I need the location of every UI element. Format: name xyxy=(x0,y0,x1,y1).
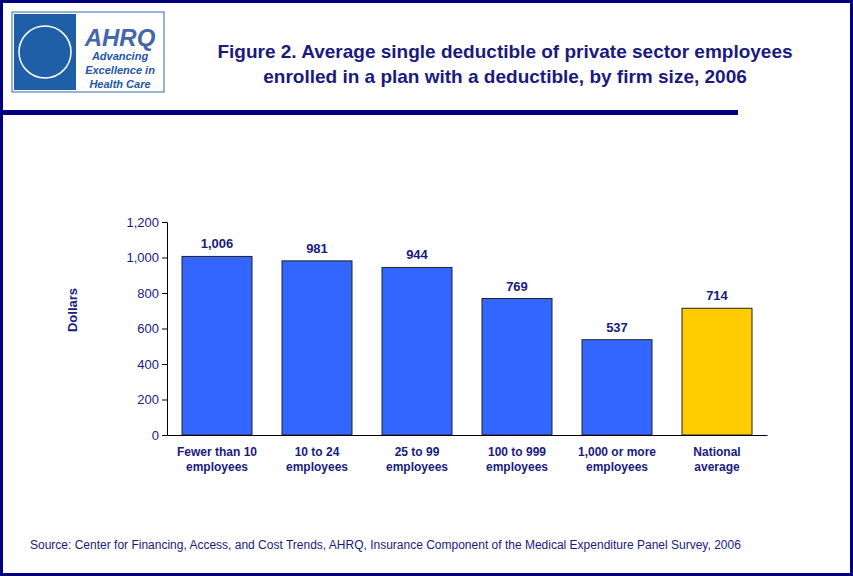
bar xyxy=(382,267,452,435)
x-tick: 1,000 or moreemployees xyxy=(578,435,656,474)
x-axis: Fewer than 10employees 10 to 24employees 2… xyxy=(168,435,768,474)
y-tick-mark xyxy=(162,222,167,223)
x-tick-label: 1,000 or moreemployees xyxy=(578,445,656,474)
y-tick: 1,000 xyxy=(126,250,167,265)
y-tick-label: 400 xyxy=(137,357,159,372)
y-tick: 400 xyxy=(137,357,167,372)
x-tick: Nationalaverage xyxy=(693,435,740,474)
y-tick: 200 xyxy=(137,392,167,407)
y-tick-mark xyxy=(162,258,167,259)
logo-title: AHRQ xyxy=(84,24,156,51)
bar xyxy=(182,256,252,435)
x-tick-label: 25 to 99employees xyxy=(386,445,448,474)
data-label: 1,006 xyxy=(201,236,234,251)
logo-tagline: Advancing xyxy=(91,50,149,62)
logo: AHRQAdvancing Excellence in Health Care xyxy=(12,12,164,92)
x-tick: 25 to 99employees xyxy=(386,435,448,474)
y-tick-mark xyxy=(162,329,167,330)
x-tick-label: 10 to 24employees xyxy=(286,445,348,474)
logo-tagline: Health Care xyxy=(89,78,150,90)
y-tick-label: 0 xyxy=(152,428,159,443)
logo-box xyxy=(12,12,164,92)
bars xyxy=(182,256,752,435)
x-tick-label: Fewer than 10employees xyxy=(177,445,257,474)
bar xyxy=(282,261,352,435)
title: enrolled in a plan with a deductible, by… xyxy=(263,66,747,87)
x-tick: Fewer than 10employees xyxy=(177,435,257,474)
x-tick-label: Nationalaverage xyxy=(693,445,740,474)
y-tick-mark xyxy=(162,400,167,401)
y-tick: 0 xyxy=(152,428,167,443)
y-axis-line xyxy=(162,223,168,436)
y-tick-label: 800 xyxy=(137,286,159,301)
y-tick-label: 600 xyxy=(137,321,159,336)
y-tick-label: 200 xyxy=(137,392,159,407)
data-label: 537 xyxy=(606,320,628,335)
data-label: 944 xyxy=(406,247,428,262)
bar xyxy=(582,340,652,435)
logo-tagline: Excellence in xyxy=(85,64,155,76)
data-label: 769 xyxy=(506,279,528,294)
x-tick-label: 100 to 999employees xyxy=(486,445,548,474)
x-tick: 10 to 24employees xyxy=(286,435,348,474)
frame xyxy=(2,2,852,575)
y-tick-label: 1,000 xyxy=(126,250,159,265)
header-rule xyxy=(0,110,738,115)
y-tick: 800 xyxy=(137,286,167,301)
y-tick: 600 xyxy=(137,321,167,336)
y-tick-label: 1,200 xyxy=(126,215,159,230)
y-tick-mark xyxy=(162,435,167,436)
title: Figure 2. Average single deductible of p… xyxy=(217,41,792,62)
y-axis-title: Dollars xyxy=(65,288,80,332)
logo-seal xyxy=(14,14,76,90)
bar xyxy=(682,308,752,435)
data-label: 714 xyxy=(706,288,728,303)
x-axis-line xyxy=(168,435,768,436)
y-axis: 0 200 400 600 800 1,000 1,200 xyxy=(126,215,167,443)
x-tick: 100 to 999employees xyxy=(486,435,548,474)
data-labels: 1,006 981 944 769 537 714 xyxy=(201,236,729,334)
y-tick: 1,200 xyxy=(126,215,167,230)
data-label: 981 xyxy=(306,241,328,256)
logo-emblem xyxy=(19,26,71,78)
y-tick-mark xyxy=(162,364,167,365)
chart: AHRQAdvancing Excellence in Health Care Fig… xyxy=(0,0,853,576)
bar xyxy=(482,299,552,435)
y-tick-mark xyxy=(162,293,167,294)
source: Source: Center for Financing, Access, an… xyxy=(30,538,741,552)
